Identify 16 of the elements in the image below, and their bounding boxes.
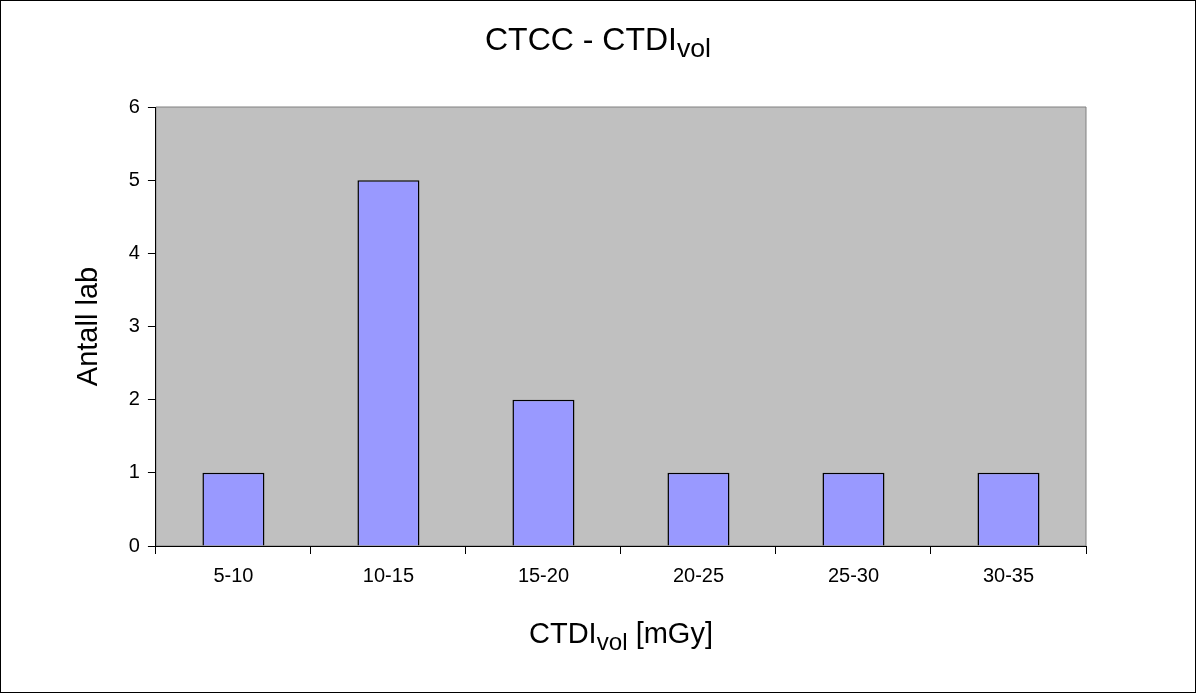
x-tick-label: 15-20	[517, 563, 570, 586]
x-tick-label: 20-25	[672, 563, 725, 586]
y-tick-label: 6	[128, 94, 140, 117]
x-tick-label: 25-30	[827, 563, 880, 586]
x-tick-label: 5-10	[213, 563, 254, 586]
x-tick-label: 10-15	[362, 563, 415, 586]
y-tick-label: 1	[128, 460, 140, 483]
y-axis-title: Antall lab	[71, 266, 104, 387]
x-axis-title: CTDI$_{vol}$ [mGy]	[528, 617, 714, 656]
chart-title: CTCC - CTDI$_{vol}$	[483, 21, 712, 65]
y-tick-label: 4	[128, 240, 140, 263]
y-tick-label: 0	[128, 533, 140, 556]
x-tick-label: 30-35	[982, 563, 1035, 586]
y-tick-label: 3	[128, 314, 140, 337]
y-tick-label: 2	[128, 387, 140, 410]
y-tick-label: 5	[128, 167, 140, 190]
